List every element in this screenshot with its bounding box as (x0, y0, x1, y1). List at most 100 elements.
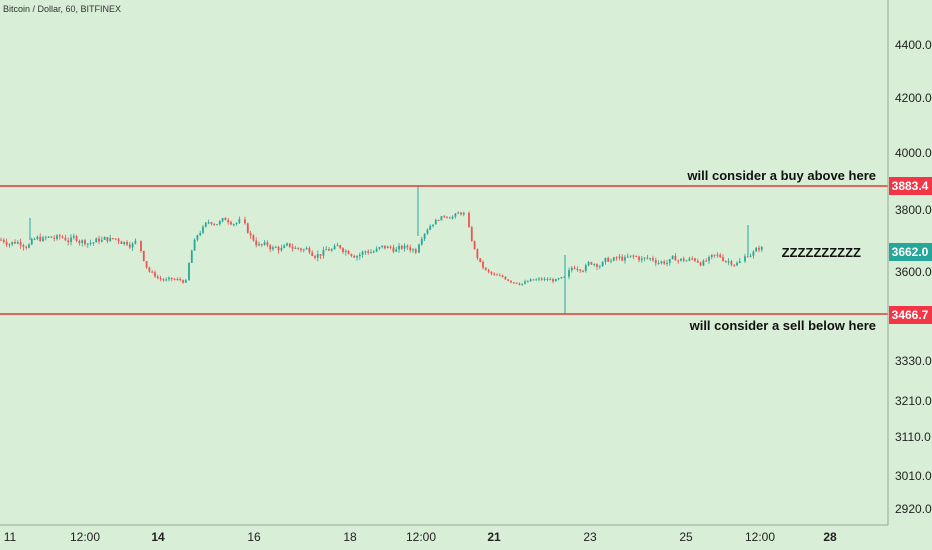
candle-up (593, 264, 596, 266)
candle-up (204, 222, 207, 227)
candle-down (573, 267, 576, 269)
candle-up (184, 280, 187, 283)
candle-down (532, 279, 535, 281)
candle-down (328, 249, 330, 251)
candle-up (8, 244, 11, 246)
candle-up (95, 238, 98, 243)
candle-down (277, 246, 280, 251)
candle-down (319, 254, 322, 256)
candle-down (342, 248, 344, 252)
candle-down (179, 279, 182, 280)
candle-down (353, 255, 356, 258)
candle-down (98, 238, 100, 242)
candle-down (699, 262, 702, 266)
candle-down (498, 275, 501, 277)
candle-up (521, 283, 524, 285)
candle-down (255, 240, 258, 246)
candle-up (333, 245, 336, 250)
candle-up (643, 257, 646, 259)
time-tick-label: 28 (823, 530, 837, 544)
candle-down (114, 238, 117, 240)
candle-down (246, 223, 249, 234)
candle-down (347, 251, 350, 255)
time-tick-label: 23 (583, 530, 597, 544)
candle-down (682, 258, 685, 261)
candle-up (563, 276, 566, 278)
candle-down (654, 260, 657, 264)
candle-up (258, 244, 260, 246)
candle-up (16, 242, 19, 244)
candle-up (316, 254, 319, 258)
candle-up (322, 249, 325, 256)
current-price-tag (889, 243, 932, 261)
candle-up (666, 263, 668, 264)
candle-down (112, 238, 114, 240)
candle-down (576, 269, 579, 270)
time-tick-label: 11 (4, 530, 17, 544)
candle-down (694, 258, 696, 261)
candle-up (86, 243, 89, 245)
candle-down (126, 241, 128, 245)
candle-up (626, 256, 629, 258)
candle-up (325, 249, 328, 251)
buy-price-tag (889, 177, 932, 195)
price-tick-label: 3110.0 (895, 430, 931, 444)
candle-down (518, 283, 521, 285)
candle-up (554, 279, 557, 282)
candle-down (473, 241, 476, 250)
time-tick-label: 18 (343, 530, 357, 544)
candle-down (14, 241, 16, 244)
candle-up (381, 245, 384, 248)
candle-down (314, 255, 316, 258)
candle-up (668, 259, 671, 263)
candle-up (749, 255, 752, 257)
candle-down (487, 269, 490, 272)
candle-up (305, 248, 308, 250)
candle-up (584, 265, 587, 271)
candle-down (460, 212, 462, 215)
candle-up (33, 238, 36, 240)
candle-up (440, 216, 443, 221)
candle-up (330, 249, 333, 251)
candle-up (671, 255, 674, 260)
candle-down (311, 252, 314, 256)
candle-up (11, 241, 14, 245)
candle-down (507, 279, 510, 281)
candle-up (199, 232, 202, 236)
candle-down (493, 273, 496, 275)
candle-down (674, 255, 677, 261)
candle-down (758, 247, 760, 250)
candle-up (221, 218, 224, 222)
candle-down (646, 257, 649, 259)
candle-down (582, 270, 584, 272)
candle-up (418, 244, 420, 253)
candle-down (400, 245, 403, 249)
candle-up (44, 237, 47, 239)
candle-up (760, 247, 763, 250)
candle-down (120, 241, 123, 244)
buy-annotation: will consider a buy above here (686, 168, 876, 183)
candle-down (635, 256, 638, 258)
candle-up (92, 242, 95, 244)
candle-up (688, 258, 691, 261)
candle-down (504, 276, 507, 280)
candle-up (361, 251, 364, 255)
candle-down (291, 246, 294, 249)
candle-down (696, 260, 699, 263)
price-tick-label: 3800.0 (895, 203, 932, 217)
candle-down (446, 216, 448, 218)
time-tick-label: 25 (679, 530, 693, 544)
candle-up (283, 245, 286, 248)
candle-up (752, 251, 755, 256)
candle-down (677, 260, 680, 262)
candle-up (423, 233, 426, 239)
candle-up (680, 258, 682, 261)
candle-up (294, 247, 297, 249)
candle-down (145, 261, 148, 268)
candle-down (50, 236, 53, 238)
candle-up (202, 226, 204, 233)
candle-up (570, 267, 573, 271)
candle-down (607, 257, 610, 262)
price-tick-label: 3210.0 (895, 394, 932, 408)
